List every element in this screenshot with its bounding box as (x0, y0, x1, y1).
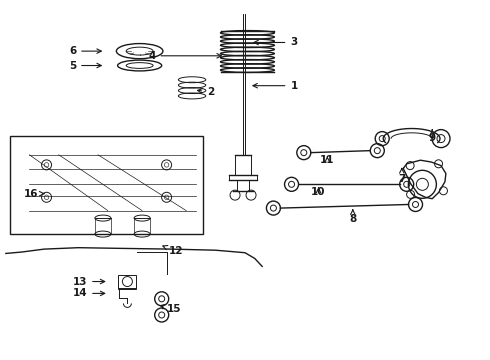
Text: 11: 11 (320, 155, 335, 165)
Text: 12: 12 (163, 246, 184, 256)
Text: 1: 1 (253, 81, 297, 91)
Text: 13: 13 (73, 276, 105, 287)
Text: 14: 14 (73, 288, 105, 298)
Text: 10: 10 (311, 186, 326, 197)
Text: 6: 6 (69, 46, 101, 56)
Text: 7: 7 (398, 168, 406, 184)
Text: 16: 16 (24, 189, 44, 199)
Text: 15: 15 (160, 304, 182, 314)
Text: 9: 9 (429, 130, 436, 143)
Text: 8: 8 (349, 210, 356, 224)
Text: 5: 5 (69, 60, 101, 71)
Text: 2: 2 (197, 87, 214, 97)
Text: 4: 4 (148, 51, 221, 61)
Text: 3: 3 (254, 37, 297, 48)
